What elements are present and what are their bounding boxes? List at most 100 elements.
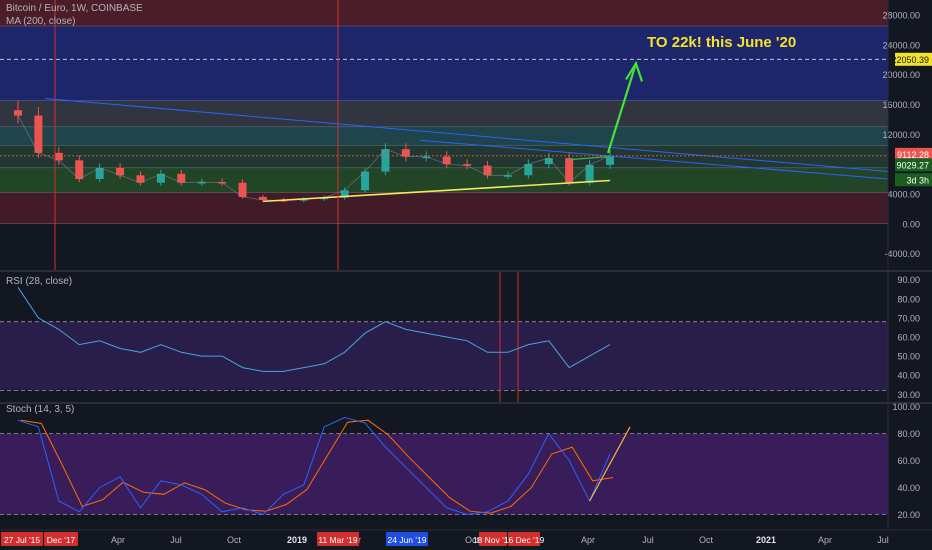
candle-body xyxy=(14,110,22,116)
stoch-axis-tick: 100.00 xyxy=(892,402,920,412)
stoch-axis-tick: 80.00 xyxy=(897,429,920,439)
target-price-tag-bg xyxy=(895,52,932,66)
time-marker-label: Dec '17 xyxy=(47,535,76,545)
price-band xyxy=(0,26,888,101)
rsi-axis-tick: 50.00 xyxy=(897,352,920,362)
candle-body xyxy=(463,164,472,166)
candle-body xyxy=(197,181,206,184)
last-price-tag: 9112.28 xyxy=(897,150,929,160)
time-marker-bg xyxy=(386,532,428,546)
candle-body xyxy=(565,158,574,183)
candle-body xyxy=(156,173,165,183)
ma-line xyxy=(569,155,611,161)
candle-body xyxy=(381,149,390,172)
price-axis-tick: 16000.00 xyxy=(882,100,920,110)
rsi-band-fill xyxy=(0,321,888,391)
stoch-axis-tick: 60.00 xyxy=(897,456,920,466)
rsi-axis-tick: 40.00 xyxy=(897,371,920,381)
stoch-indicator-label[interactable]: Stoch (14, 3, 5) xyxy=(6,404,75,415)
time-axis-label: Apr xyxy=(818,535,832,545)
candle-body xyxy=(340,190,349,198)
time-marker-bg xyxy=(508,532,540,546)
price-axis-tick: 4000.00 xyxy=(887,189,920,199)
time-axis-label: Oct xyxy=(699,535,714,545)
price-axis-tick: 24000.00 xyxy=(882,40,920,50)
candle-body xyxy=(177,173,186,183)
time-marker-bg xyxy=(479,532,507,546)
time-marker-label: 27 Jul '15 xyxy=(4,535,40,545)
time-axis-label: 2021 xyxy=(756,535,776,545)
candle-body xyxy=(503,175,512,177)
candle-body xyxy=(238,182,247,197)
ma-indicator-label[interactable]: MA (200, close) xyxy=(6,16,76,27)
time-axis-label: Oct xyxy=(465,535,480,545)
rsi-panel[interactable]: 90.00 80.00 70.00 60.00 50.00 40.00 30.00 xyxy=(0,270,932,402)
time-axis-label: Oct xyxy=(227,535,242,545)
price-axis-tick: 12000.00 xyxy=(882,130,920,140)
candle-body xyxy=(258,196,267,200)
stoch-panel[interactable]: 100.00 80.00 60.00 40.00 20.00 xyxy=(0,402,932,520)
countdown-tag: 3d 3h xyxy=(906,175,929,185)
time-axis-label: Jul xyxy=(877,535,889,545)
candle-body xyxy=(422,156,431,159)
rsi-axis-tick: 30.00 xyxy=(897,390,920,400)
candle-body xyxy=(95,167,104,180)
price-band xyxy=(0,100,888,127)
stoch-axis-tick: 40.00 xyxy=(897,483,920,493)
price-band xyxy=(0,192,888,224)
candle-body xyxy=(401,149,410,157)
ma-price-tag-bg xyxy=(895,158,932,172)
time-marker-bg xyxy=(1,532,43,546)
rsi-line xyxy=(17,287,611,372)
last-price-tag-bg xyxy=(895,147,932,161)
price-axis-tick: -4000.00 xyxy=(884,249,920,259)
candle-body xyxy=(136,175,145,183)
stoch-band-fill xyxy=(0,433,888,515)
candle-body xyxy=(606,155,614,165)
trendline-blue xyxy=(44,97,889,173)
ma-price-tag: 9029.27 xyxy=(896,160,929,170)
time-marker-label: 11 Mar '19 xyxy=(318,535,358,545)
time-marker-bg xyxy=(44,532,78,546)
candle-body xyxy=(483,165,492,176)
stoch-k-line xyxy=(17,416,611,516)
time-axis-label: 2019 xyxy=(287,535,307,545)
time-axis-label: Apr xyxy=(111,535,125,545)
time-axis-label: Jul xyxy=(170,535,182,545)
candle-body xyxy=(34,115,43,153)
stoch-axis-tick: 20.00 xyxy=(897,510,920,520)
candle-body xyxy=(361,171,370,191)
time-marker-label: 16 Dec '19 xyxy=(504,535,545,545)
candle-body xyxy=(524,164,533,176)
target-annotation: TO 22k! this June '20 xyxy=(647,34,796,51)
time-marker-label: 24 Jun '19 xyxy=(388,535,427,545)
stoch-d-line xyxy=(20,419,614,514)
price-band xyxy=(0,145,888,168)
trendline-blue xyxy=(419,139,889,180)
target-price-tag: 22050.39 xyxy=(891,55,929,65)
candle-body xyxy=(75,160,84,180)
time-axis-label: Apr xyxy=(581,535,595,545)
price-axis-tick: 28000.00 xyxy=(882,10,920,20)
support-trendline xyxy=(262,179,611,203)
price-band xyxy=(0,126,888,146)
symbol-title: Bitcoin / Euro, 1W, COINBASE xyxy=(6,3,143,14)
countdown-tag-bg xyxy=(895,173,932,187)
candle-body xyxy=(54,152,63,161)
rsi-axis-tick: 90.00 xyxy=(897,275,920,285)
candle-body xyxy=(299,199,308,201)
target-arrow-head xyxy=(625,60,644,82)
candle-body xyxy=(442,156,451,165)
price-panel[interactable]: TO 22k! this June '20 28000.00 24000.00 200… xyxy=(0,0,932,270)
candle-body xyxy=(544,158,553,165)
price-axis-tick: 20000.00 xyxy=(882,70,920,80)
rsi-axis-tick: 70.00 xyxy=(897,313,920,323)
rsi-indicator-label[interactable]: RSI (28, close) xyxy=(6,276,73,287)
price-axis-tick: 0.00 xyxy=(902,219,920,229)
rsi-axis-tick: 80.00 xyxy=(897,294,920,304)
stoch-projection-line xyxy=(589,426,631,502)
price-band xyxy=(0,167,888,193)
time-marker-bg xyxy=(317,532,359,546)
